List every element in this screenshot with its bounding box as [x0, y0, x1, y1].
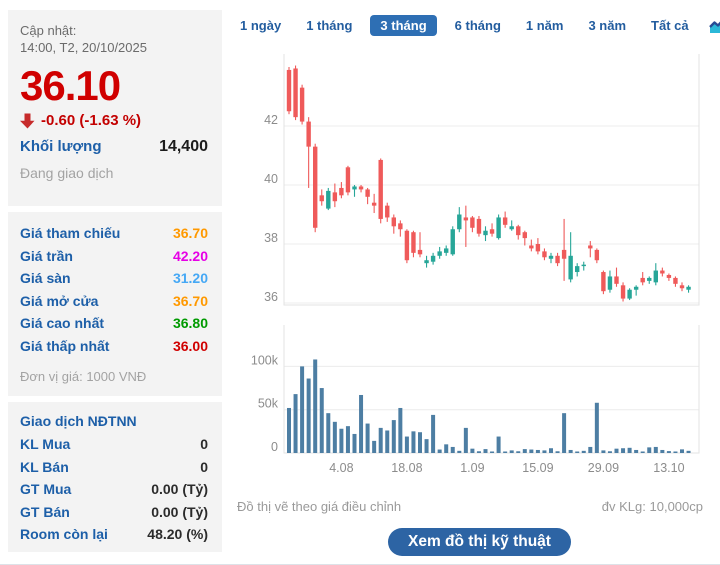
- price-row-value: 42.20: [172, 247, 208, 264]
- period-tabs: 1 ngày 1 tháng 3 tháng 6 tháng 1 năm 3 n…: [233, 15, 720, 36]
- price-level-row: Giá mở cửa 36.70: [20, 293, 208, 316]
- svg-text:0: 0: [271, 440, 278, 454]
- current-price: 36.10: [20, 62, 121, 109]
- arrow-down-icon: [20, 113, 35, 129]
- svg-text:50k: 50k: [258, 397, 279, 411]
- price-row-value: 36.70: [172, 292, 208, 309]
- tab-1-nam[interactable]: 1 năm: [525, 18, 564, 33]
- svg-text:38: 38: [264, 231, 278, 245]
- foreign-row: Room còn lại 48.20 (%): [20, 526, 208, 549]
- tab-1-ngay[interactable]: 1 ngày: [240, 18, 282, 33]
- price-row-value: 36.80: [172, 315, 208, 331]
- foreign-trading-block: Giao dịch NĐTNN KL Mua 0 KL Bán 0 GT Mua…: [8, 402, 222, 552]
- price-row-label: Giá sàn: [20, 270, 71, 286]
- foreign-row-value: 0: [200, 436, 208, 452]
- foreign-row: GT Bán 0.00 (Tỷ): [20, 504, 208, 527]
- price-level-row: Giá trần 42.20: [20, 248, 208, 271]
- price-levels-block: Giá tham chiếu 36.70 Giá trần 42.20 Giá …: [8, 212, 222, 396]
- foreign-title: Giao dịch NĐTNN: [20, 413, 137, 429]
- volume-unit-note: đv KLg: 10,000cp: [601, 499, 703, 514]
- updated-time: 14:00, T2, 20/10/2025: [20, 40, 147, 55]
- price-unit-note: Đơn vị giá: 1000 VNĐ: [20, 369, 147, 384]
- svg-text:18.08: 18.08: [391, 461, 422, 475]
- price-row-value: 31.20: [172, 270, 208, 286]
- foreign-row-value: 0: [200, 458, 208, 475]
- foreign-row-label: Room còn lại: [20, 526, 108, 542]
- tab-3-thang[interactable]: 3 tháng: [370, 15, 437, 36]
- foreign-row-value: 0.00 (Tỷ): [151, 503, 208, 520]
- area-chart-icon[interactable]: [708, 17, 720, 34]
- price-row-label: Giá mở cửa: [20, 292, 99, 309]
- foreign-row: KL Mua 0: [20, 436, 208, 459]
- quote-info-block: Cập nhật: 14:00, T2, 20/10/2025 36.10 -0…: [8, 10, 222, 206]
- price-row-label: Giá cao nhất: [20, 315, 105, 331]
- price-candlestick-chart[interactable]: 36 38 40 42: [230, 48, 706, 310]
- foreign-row-label: KL Bán: [20, 458, 69, 475]
- svg-text:13.10: 13.10: [653, 461, 684, 475]
- foreign-row-label: GT Bán: [20, 503, 70, 520]
- foreign-row: GT Mua 0.00 (Tỷ): [20, 481, 208, 504]
- price-change: -0.60 (-1.63 %): [41, 112, 142, 129]
- foreign-row-label: GT Mua: [20, 481, 72, 497]
- trading-status: Đang giao dịch: [20, 165, 114, 181]
- svg-text:1.09: 1.09: [460, 461, 484, 475]
- price-level-row: Giá tham chiếu 36.70: [20, 225, 208, 248]
- svg-text:42: 42: [264, 113, 278, 127]
- volume-bar-chart[interactable]: 0 50k 100k 4.08 18.08 1.09 15.09 29.09 13.10: [230, 320, 706, 485]
- tab-3-nam[interactable]: 3 năm: [588, 18, 627, 33]
- technical-chart-button[interactable]: Xem đồ thị kỹ thuật: [388, 528, 571, 556]
- svg-text:4.08: 4.08: [329, 461, 353, 475]
- foreign-row-value: 0.00 (Tỷ): [151, 481, 208, 497]
- svg-text:36: 36: [264, 290, 278, 304]
- price-row-label: Giá trần: [20, 247, 73, 264]
- foreign-row: KL Bán 0: [20, 459, 208, 482]
- price-row-label: Giá thấp nhất: [20, 337, 110, 354]
- updated-label: Cập nhật:: [20, 23, 77, 38]
- price-row-label: Giá tham chiếu: [20, 225, 121, 241]
- price-level-row: Giá sàn 31.20: [20, 270, 208, 293]
- svg-text:100k: 100k: [251, 353, 279, 367]
- foreign-row-value: 48.20 (%): [147, 526, 208, 542]
- price-row-value: 36.70: [172, 225, 208, 241]
- volume-label: Khối lượng: [20, 138, 102, 155]
- price-level-row: Giá thấp nhất 36.00: [20, 338, 208, 361]
- price-level-row: Giá cao nhất 36.80: [20, 315, 208, 338]
- tab-tat-ca[interactable]: Tất cả: [651, 18, 689, 33]
- volume-value: 14,400: [159, 138, 208, 155]
- adjusted-price-note: Đồ thị vẽ theo giá điều chỉnh: [237, 499, 402, 514]
- svg-text:40: 40: [264, 172, 278, 186]
- price-row-value: 36.00: [172, 337, 208, 354]
- svg-text:29.09: 29.09: [588, 461, 619, 475]
- tab-6-thang[interactable]: 6 tháng: [454, 18, 501, 33]
- tab-1-thang[interactable]: 1 tháng: [306, 18, 353, 33]
- svg-text:15.09: 15.09: [522, 461, 553, 475]
- foreign-row-label: KL Mua: [20, 436, 71, 452]
